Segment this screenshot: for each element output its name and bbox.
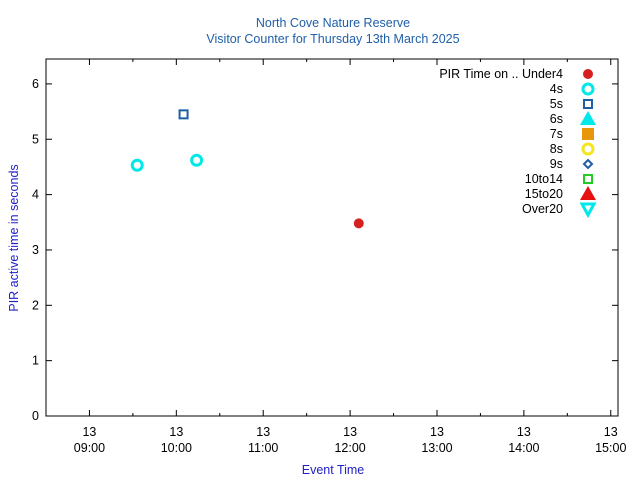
legend-label: 15to20 <box>525 187 563 201</box>
x-tick-label-day: 13 <box>517 425 531 439</box>
x-tick-label-time: 11:00 <box>248 441 278 455</box>
y-tick-label: 5 <box>32 132 39 146</box>
y-tick-label: 0 <box>32 409 39 423</box>
legend-label: 5s <box>550 97 563 111</box>
y-tick-label: 6 <box>32 77 39 91</box>
data-point <box>190 153 204 167</box>
legend-label: 6s <box>550 112 563 126</box>
x-axis-label: Event Time <box>302 463 365 477</box>
data-point <box>178 109 189 120</box>
legend-label: PIR Time on .. Under4 <box>439 67 563 81</box>
legend-label: 7s <box>550 127 563 141</box>
legend-marker <box>583 69 593 79</box>
y-tick-label: 2 <box>32 298 39 312</box>
legend-label: 9s <box>550 157 563 171</box>
legend-label: 8s <box>550 142 563 156</box>
x-tick-label-time: 15:00 <box>595 441 626 455</box>
plot-area <box>45 58 619 417</box>
x-tick-label-day: 13 <box>169 425 183 439</box>
x-tick-label-time: 10:00 <box>161 441 192 455</box>
legend-marker <box>579 202 597 219</box>
y-tick-label: 3 <box>32 243 39 257</box>
chart-subtitle: Visitor Counter for Thursday 13th March … <box>206 32 459 46</box>
legend-label: 10to14 <box>525 172 563 186</box>
legend-marker <box>583 174 593 184</box>
legend-marker <box>580 111 596 125</box>
x-tick-label-time: 12:00 <box>334 441 365 455</box>
y-tick-label: 4 <box>32 188 39 202</box>
y-axis-label: PIR active time in seconds <box>7 164 21 311</box>
legend-marker <box>583 99 593 109</box>
x-tick-label-time: 13:00 <box>421 441 452 455</box>
legend-marker <box>581 142 595 156</box>
legend-label: Over20 <box>522 202 563 216</box>
data-point <box>130 158 144 172</box>
data-point <box>353 218 364 229</box>
legend-marker <box>581 82 595 96</box>
legend-label: 4s <box>550 82 563 96</box>
chart-title: North Cove Nature Reserve <box>256 16 410 30</box>
x-tick-label-day: 13 <box>430 425 444 439</box>
x-tick-label-day: 13 <box>604 425 618 439</box>
x-tick-label-day: 13 <box>256 425 270 439</box>
legend-marker <box>582 128 594 140</box>
legend-marker <box>580 186 596 200</box>
legend-marker <box>582 158 594 170</box>
x-tick-label-day: 13 <box>82 425 96 439</box>
y-tick-label: 1 <box>32 354 39 368</box>
x-tick-label-time: 14:00 <box>508 441 539 455</box>
x-tick-label-day: 13 <box>343 425 357 439</box>
x-tick-label-time: 09:00 <box>74 441 105 455</box>
